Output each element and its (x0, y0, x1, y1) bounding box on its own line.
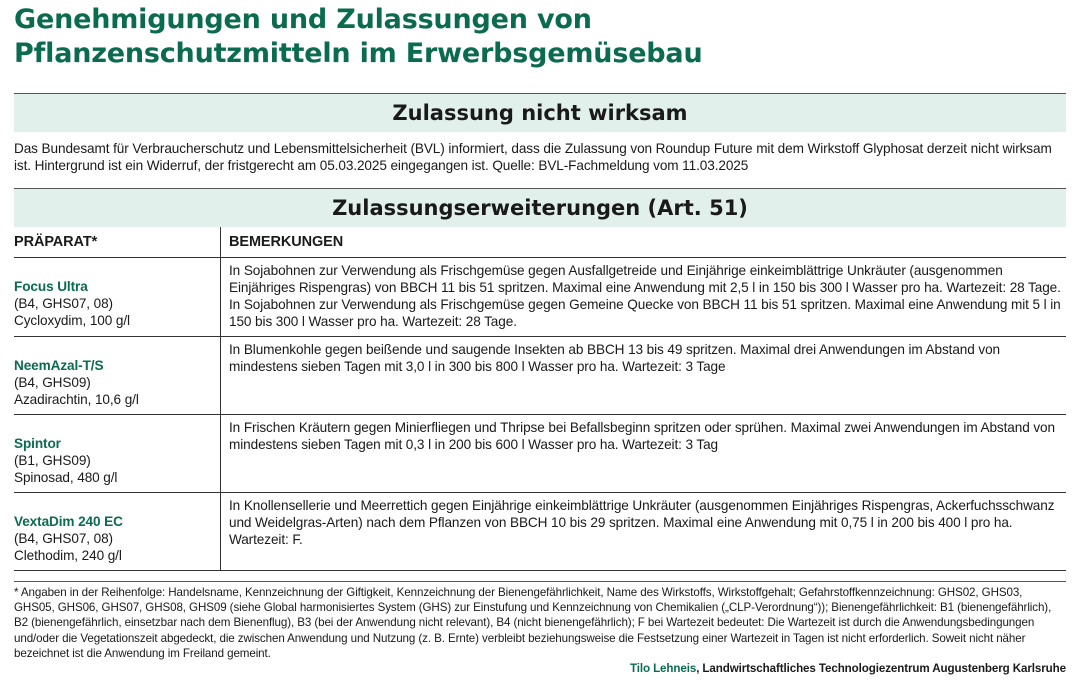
footnote: * Angaben in der Reihenfolge: Handelsnam… (14, 581, 1066, 676)
table-header-row: PRÄPARAT* BEMERKUNGEN (14, 227, 1066, 258)
product-codes: (B4, GHS07, 08) (14, 296, 113, 311)
remarks-cell: In Knollensellerie und Meerrettich gegen… (220, 492, 1066, 571)
product-cell: Spintor (B1, GHS09) Spinosad, 480 g/l (14, 414, 221, 493)
remark-text: In Sojabohnen zur Verwendung als Frischg… (229, 263, 1061, 295)
title-line-2: Pflanzenschutzmitteln im Erwerbsgemüseba… (14, 38, 703, 69)
author-name: Tilo Lehneis (629, 662, 697, 676)
product-cell: VextaDim 240 EC (B4, GHS07, 08) Clethodim,… (14, 492, 221, 571)
table-row: Focus Ultra (B4, GHS07, 08) Cycloxydim, 10… (14, 257, 1066, 337)
title-line-1: Genehmigungen und Zulassungen von (14, 4, 592, 35)
remark-text: In Blumenkohle gegen beißende und saugen… (229, 342, 1001, 374)
remarks-cell: In Frischen Kräutern gegen Minierfliegen… (220, 414, 1066, 493)
section-heading-extensions: Zulassungserweiterungen (Art. 51) (14, 188, 1066, 227)
page-title: Genehmigungen und Zulassungen von Pflanze… (14, 3, 1066, 71)
product-substance: Cycloxydim, 100 g/l (14, 313, 130, 328)
product-substance: Clethodim, 240 g/l (14, 548, 122, 563)
remark-text: In Frischen Kräutern gegen Minierfliegen… (229, 420, 1055, 452)
author-credit: Tilo Lehneis, Landwirtschaftliches Techn… (14, 661, 1066, 676)
table-row: Spintor (B1, GHS09) Spinosad, 480 g/l In Fr… (14, 414, 1066, 493)
section-heading-not-effective: Zulassung nicht wirksam (14, 93, 1066, 132)
table-row: NeemAzal-T/S (B4, GHS09) Azadirachtin, 10,… (14, 336, 1066, 415)
product-name: Spintor (14, 436, 61, 451)
footnote-text: * Angaben in der Reihenfolge: Handelsnam… (14, 586, 1052, 660)
extensions-table: PRÄPARAT* BEMERKUNGEN Focus Ultra (B4, GH… (14, 227, 1066, 571)
section-text-not-effective: Das Bundesamt für Verbraucherschutz und … (14, 141, 1052, 173)
product-name: NeemAzal-T/S (14, 358, 104, 373)
product-codes: (B4, GHS09) (14, 375, 91, 390)
product-cell: Focus Ultra (B4, GHS07, 08) Cycloxydim, 10… (14, 257, 221, 337)
product-cell: NeemAzal-T/S (B4, GHS09) Azadirachtin, 10,… (14, 336, 221, 415)
remark-text: In Sojabohnen zur Verwendung als Frischg… (229, 297, 1061, 329)
product-codes: (B4, GHS07, 08) (14, 531, 113, 546)
product-name: Focus Ultra (14, 279, 88, 294)
product-codes: (B1, GHS09) (14, 453, 91, 468)
table-row: VextaDim 240 EC (B4, GHS07, 08) Clethodim,… (14, 492, 1066, 571)
author-institution: , Landwirtschaftliches Technologiezentru… (696, 662, 1066, 676)
product-name: VextaDim 240 EC (14, 514, 123, 529)
remarks-cell: In Sojabohnen zur Verwendung als Frischg… (220, 257, 1066, 337)
remark-text: In Knollensellerie und Meerrettich gegen… (229, 498, 1055, 547)
remarks-cell: In Blumenkohle gegen beißende und saugen… (220, 336, 1066, 415)
column-header-product: PRÄPARAT* (14, 234, 98, 250)
column-header-remarks: BEMERKUNGEN (220, 227, 1066, 258)
product-substance: Spinosad, 480 g/l (14, 470, 118, 485)
product-substance: Azadirachtin, 10,6 g/l (14, 392, 139, 407)
